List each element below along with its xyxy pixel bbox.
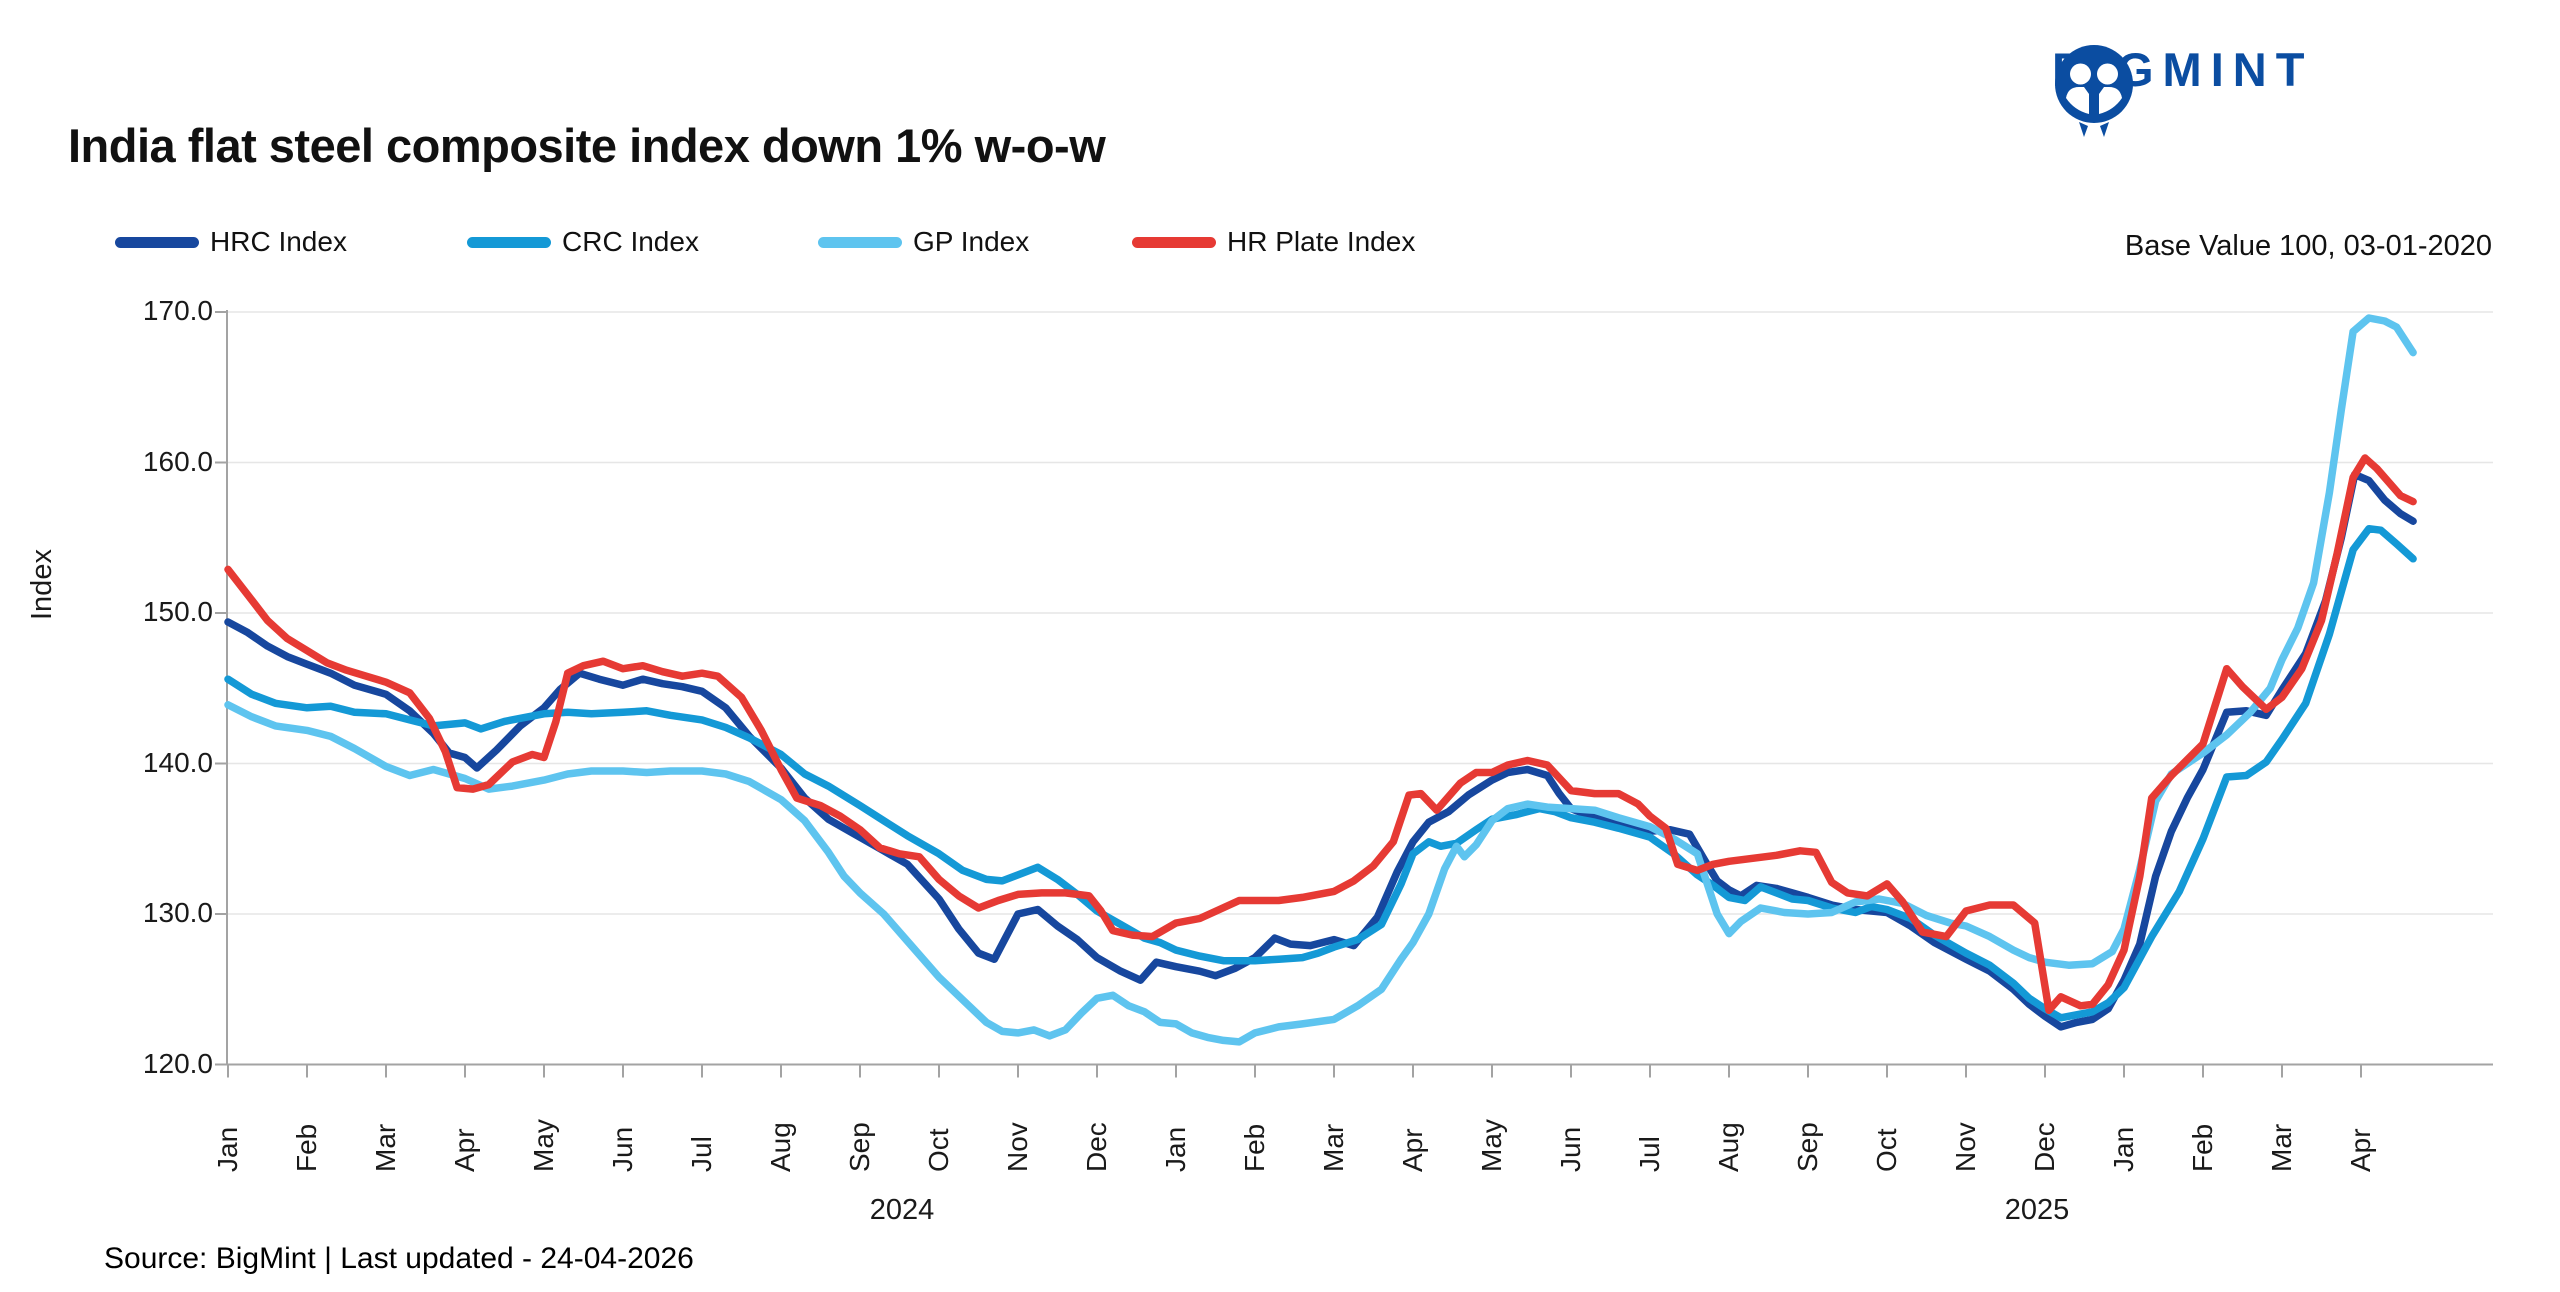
y-tick-label-160.0: 160.0 <box>142 445 213 477</box>
y-tick-label-170.0: 170.0 <box>142 295 213 326</box>
x-tick-label-1-feb: Feb <box>291 1123 322 1172</box>
x-tick-label-12-jan: Jan <box>1160 1126 1191 1172</box>
series-line-crc-index <box>224 524 2417 1022</box>
year-label-2024: 2024 <box>869 1194 935 1226</box>
base-value-note: Base Value 100, 03-01-2020 <box>2124 230 2492 262</box>
crc-legend-swatch <box>467 236 551 248</box>
hrc-legend-swatch <box>115 236 199 248</box>
x-tick-label-21-oct: Oct <box>1871 1128 1902 1172</box>
x-tick-label-20-sep: Sep <box>1792 1122 1823 1172</box>
legend-item-hr-plate: HR Plate Index <box>1132 226 1415 258</box>
gp-legend-label: GP Index <box>913 226 1030 257</box>
year-label-2025: 2025 <box>2004 1194 2070 1226</box>
gp-legend-swatch <box>818 236 902 248</box>
y-tick-label-150.0: 150.0 <box>142 596 213 627</box>
x-tick-label-26-mar: Mar <box>2266 1123 2297 1172</box>
x-tick-label-6-jul: Jul <box>686 1136 717 1172</box>
x-tick-label-25-feb: Feb <box>2187 1123 2218 1172</box>
x-tick-label-17-jun: Jun <box>1555 1126 1586 1172</box>
y-tick-label-140.0: 140.0 <box>142 746 213 778</box>
x-tick-label-7-aug: Aug <box>765 1122 796 1172</box>
chart-title: India flat steel composite index down 1%… <box>68 119 1106 172</box>
source-note: Source: BigMint | Last updated - 24-04-2… <box>104 1242 694 1275</box>
x-tick-label-4-may: May <box>528 1119 559 1172</box>
x-tick-label-19-aug: Aug <box>1713 1122 1744 1172</box>
x-tick-label-0-jan: Jan <box>212 1126 243 1172</box>
bigmint-logo-icon <box>2055 45 2133 137</box>
series-line-hr-plate-index <box>224 454 2417 1015</box>
x-tick-label-23-dec: Dec <box>2029 1122 2060 1172</box>
crc-legend-label: CRC Index <box>562 226 699 257</box>
x-tick-label-8-sep: Sep <box>844 1122 875 1172</box>
legend-item-gp: GP Index <box>818 226 1029 258</box>
hrc-legend-label: HRC Index <box>210 226 347 257</box>
x-tick-label-14-mar: Mar <box>1318 1123 1349 1172</box>
legend-item-hrc: HRC Index <box>115 226 347 258</box>
y-tick-label-120.0: 120.0 <box>142 1047 213 1079</box>
x-tick-label-2-mar: Mar <box>370 1123 401 1172</box>
hr-plate-legend-label: HR Plate Index <box>1227 226 1416 257</box>
x-tick-label-3-apr: Apr <box>449 1128 480 1172</box>
x-tick-label-18-jul: Jul <box>1634 1136 1665 1172</box>
y-tick-label-130.0: 130.0 <box>142 897 213 928</box>
x-tick-label-15-apr: Apr <box>1397 1128 1428 1172</box>
bigmint-logo: BIGMINT <box>2052 42 2313 137</box>
x-tick-label-10-nov: Nov <box>1002 1122 1033 1172</box>
x-tick-label-9-oct: Oct <box>923 1128 954 1172</box>
x-tick-label-22-nov: Nov <box>1950 1122 1981 1172</box>
series-line-hrc-index <box>224 470 2417 1031</box>
x-tick-label-13-feb: Feb <box>1239 1123 1270 1172</box>
x-tick-label-5-jun: Jun <box>607 1126 638 1172</box>
hr-plate-legend-swatch <box>1132 236 1216 248</box>
x-tick-label-27-apr: Apr <box>2345 1128 2376 1172</box>
series-line-gp-index <box>224 314 2417 1046</box>
x-tick-label-24-jan: Jan <box>2108 1126 2139 1172</box>
x-tick-label-16-may: May <box>1476 1119 1507 1172</box>
legend-item-crc: CRC Index <box>467 226 699 258</box>
x-tick-label-11-dec: Dec <box>1081 1122 1112 1172</box>
y-axis-title: Index <box>26 549 58 620</box>
